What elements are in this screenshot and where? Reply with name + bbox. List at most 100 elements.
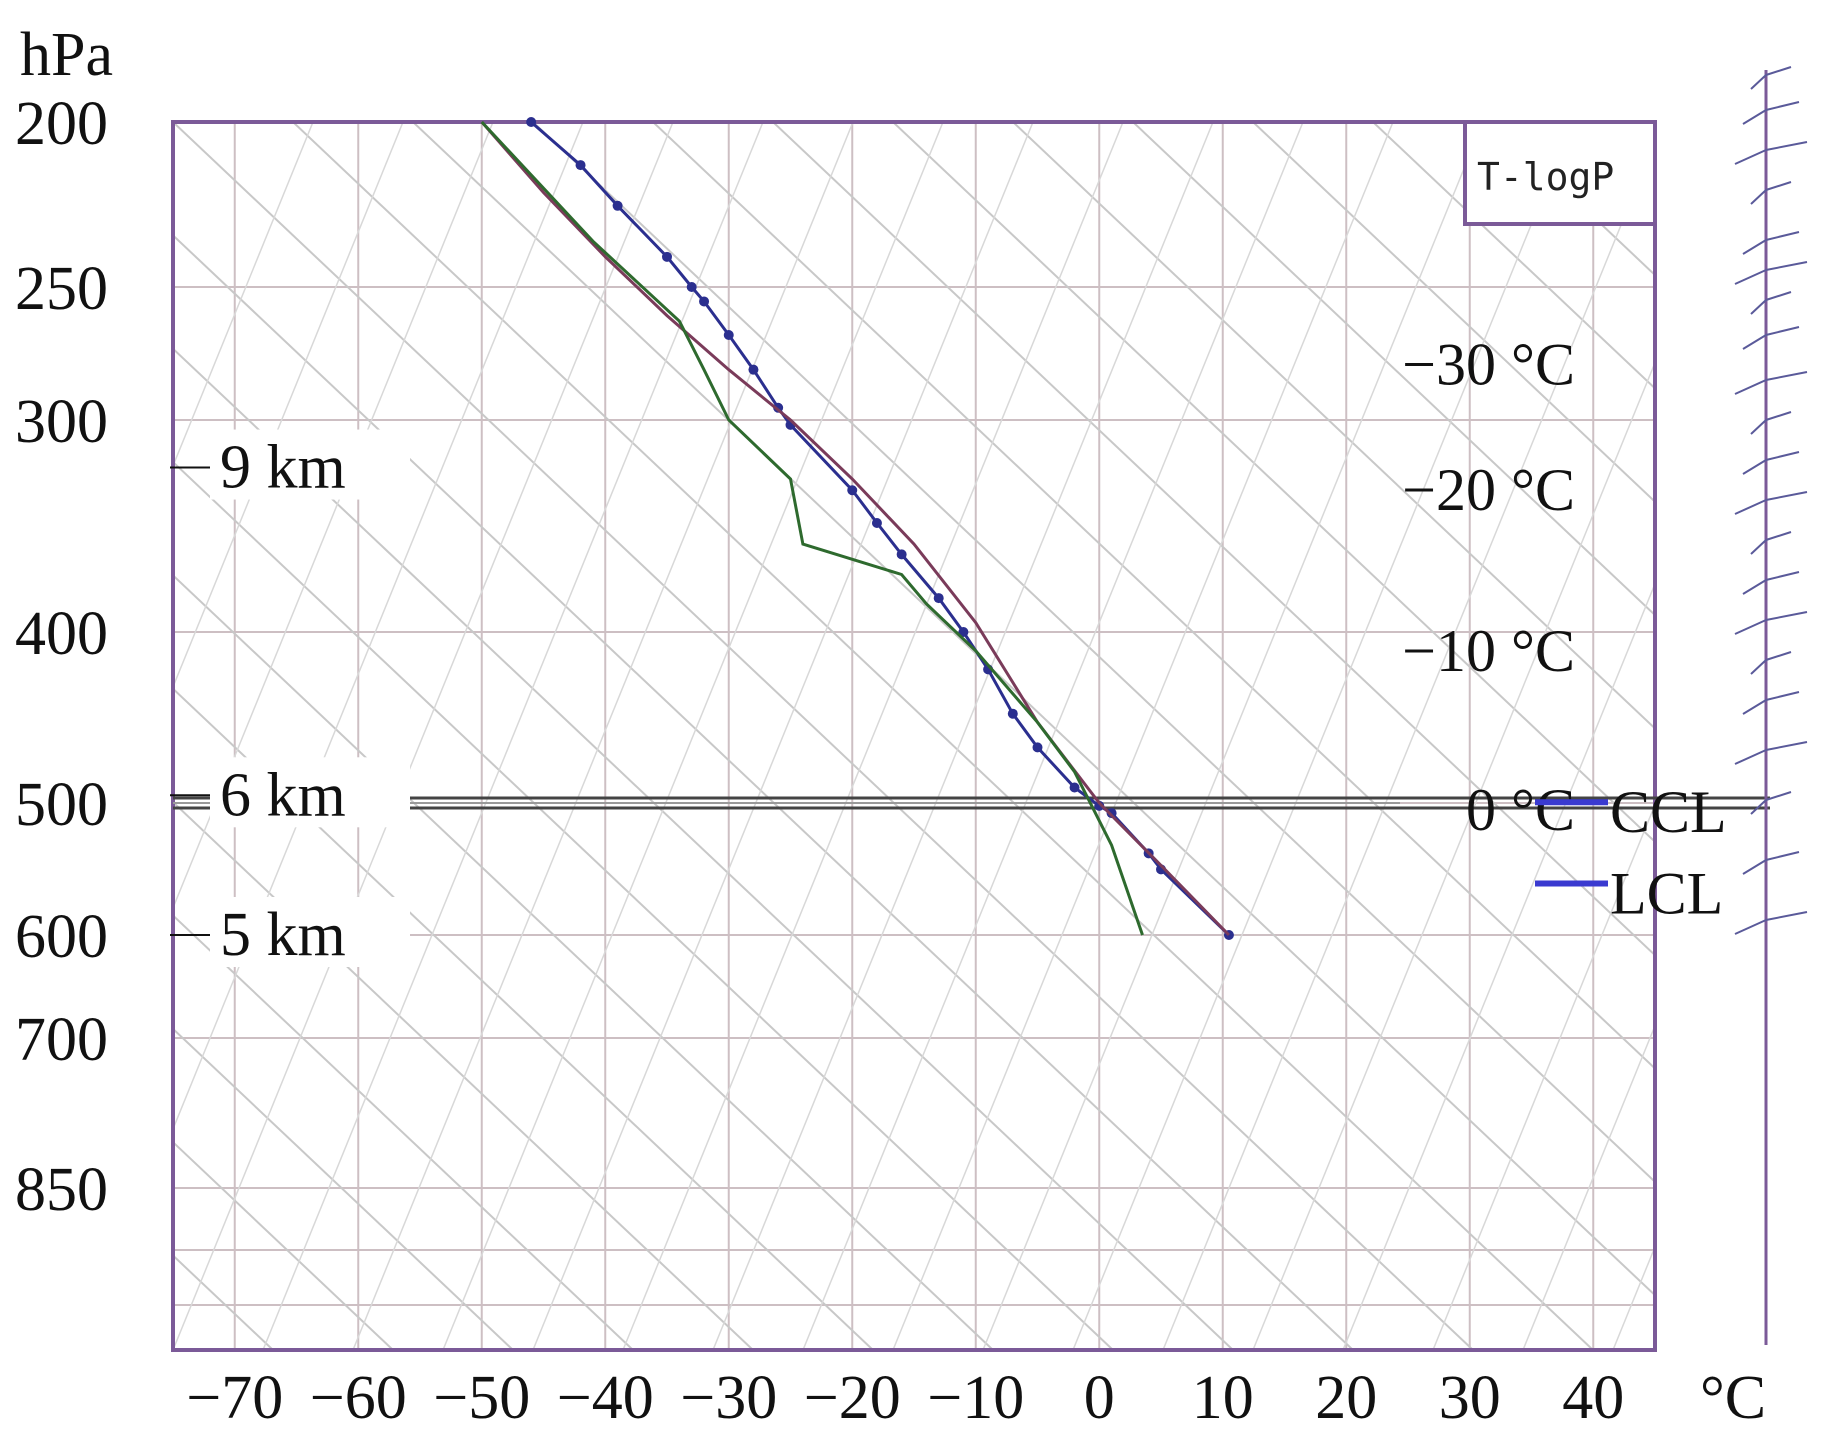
isotherm-line (1432, 802, 1655, 1350)
sounding-series (480, 117, 1234, 940)
isotherm-label: −10 °C (1402, 618, 1575, 684)
sounding-point (1007, 708, 1018, 719)
x-tick-label: 20 (1315, 1364, 1377, 1432)
dry-adiabat-line (173, 800, 754, 1350)
sounding-line-0 (530, 120, 1230, 937)
diagonal-reference-lines (173, 122, 1826, 1350)
dry-adiabat-line (652, 122, 1655, 1070)
isotherm-line (1072, 122, 1574, 1350)
isotherm-labels: −30 °C −20 °C −10 °C 0 °C (1402, 331, 1575, 843)
x-tick-label: −40 (557, 1364, 654, 1432)
wind-barb-icon (1742, 571, 1800, 595)
wind-barb-icon (1750, 181, 1792, 205)
level-label: LCL (1610, 860, 1723, 926)
x-tick-label: −70 (186, 1364, 283, 1432)
x-tick-label: 10 (1192, 1364, 1254, 1432)
isotherm-line (1252, 360, 1655, 1350)
y-tick-label: 300 (15, 388, 108, 456)
chart-title-box (1463, 120, 1657, 226)
isotherm-line (1162, 139, 1655, 1350)
y-tick-label: 600 (15, 903, 108, 971)
y-tick-label: 400 (15, 600, 108, 668)
sounding-point (933, 593, 944, 604)
sounding-point (699, 296, 710, 307)
sounding-point (723, 329, 734, 340)
wind-barb-icon (1750, 291, 1792, 315)
isotherm-label: −30 °C (1402, 331, 1575, 397)
isotherm-label: 0 °C (1466, 777, 1575, 843)
x-tick-label: 30 (1439, 1364, 1501, 1432)
wind-barb-icon (1750, 411, 1792, 435)
isotherm-line (173, 122, 584, 1131)
isotherm-line (442, 122, 944, 1350)
x-tick-labels: −70 −60 −50 −40 −30 −20 −10 0 10 20 30 40 (186, 1364, 1624, 1432)
isotherm-line (532, 122, 1034, 1350)
wind-barb-icon (1750, 651, 1792, 675)
dry-adiabat-line (173, 1027, 514, 1350)
dry-adiabat-line (173, 687, 874, 1350)
isotherm-line (802, 122, 1304, 1350)
dry-adiabat-line (412, 122, 1655, 1297)
chart-title: T-logP (1477, 155, 1614, 199)
level-label: CCL (1610, 779, 1727, 845)
dry-adiabat-line (1612, 122, 1655, 164)
wind-barb-icon (1734, 141, 1808, 165)
isotherm-line (173, 122, 314, 468)
height-label: 9 km (220, 434, 346, 502)
y-tick-label: 850 (15, 1156, 108, 1224)
wind-barb-icon (1742, 326, 1800, 350)
plot-frame (171, 120, 1657, 1352)
wind-barb-icon (1734, 261, 1808, 285)
sounding-point (1032, 742, 1043, 753)
y-tick-label: 500 (15, 771, 108, 839)
y-tick-label: 700 (15, 1006, 108, 1074)
isotherm-line (1342, 581, 1655, 1350)
isotherm-line (1793, 122, 1826, 1350)
wind-barb-icon (1742, 691, 1800, 715)
height-label-bg (210, 429, 410, 500)
dry-adiabat-line (532, 122, 1655, 1184)
dry-adiabat-line (772, 122, 1655, 957)
sounding-point (686, 282, 697, 292)
dry-adiabat-line (173, 347, 1234, 1350)
dry-adiabat-line (1012, 122, 1655, 730)
height-markers: 9 km 6 km 5 km (170, 429, 410, 969)
dry-adiabat-line (173, 233, 1354, 1350)
wind-barb-icon (1734, 491, 1808, 515)
dry-adiabat-line (1252, 122, 1655, 504)
sounding-point (1069, 782, 1080, 793)
dry-adiabat-line (173, 914, 634, 1350)
background-grid (173, 121, 1655, 1350)
wind-barb-column (1734, 66, 1808, 1345)
height-label-bg (210, 757, 410, 828)
wind-barb-icon (1750, 791, 1792, 815)
height-label-bg (210, 897, 410, 967)
sounding-point (958, 627, 969, 637)
x-tick-label: 0 (1084, 1364, 1115, 1432)
sounding-point (662, 251, 672, 262)
x-tick-label: −10 (927, 1364, 1024, 1432)
sounding-point (871, 517, 882, 528)
isotherm-line (173, 122, 494, 910)
sounding-line-1 (480, 121, 1230, 937)
isotherm-line (352, 122, 854, 1350)
isotherm-line (1522, 1023, 1655, 1350)
sounding-point (1106, 808, 1117, 819)
isotherm-line (173, 122, 404, 689)
sounding-point (748, 364, 759, 375)
sounding-point (847, 485, 858, 496)
dry-adiabat-line (892, 122, 1655, 844)
wind-barb-icon (1734, 741, 1808, 765)
sounding-point (526, 117, 537, 127)
wind-barb-icon (1742, 851, 1800, 875)
wind-barb-icon (1734, 911, 1808, 935)
wind-barb-icon (1734, 371, 1808, 395)
isotherm-line (1612, 1244, 1655, 1350)
height-label: 5 km (220, 901, 346, 969)
wind-barb-icon (1742, 231, 1800, 255)
x-tick-label: −20 (804, 1364, 901, 1432)
sounding-line-2 (480, 120, 1144, 936)
diagonal-group (173, 122, 1826, 1350)
x-tick-label: −50 (433, 1364, 530, 1432)
